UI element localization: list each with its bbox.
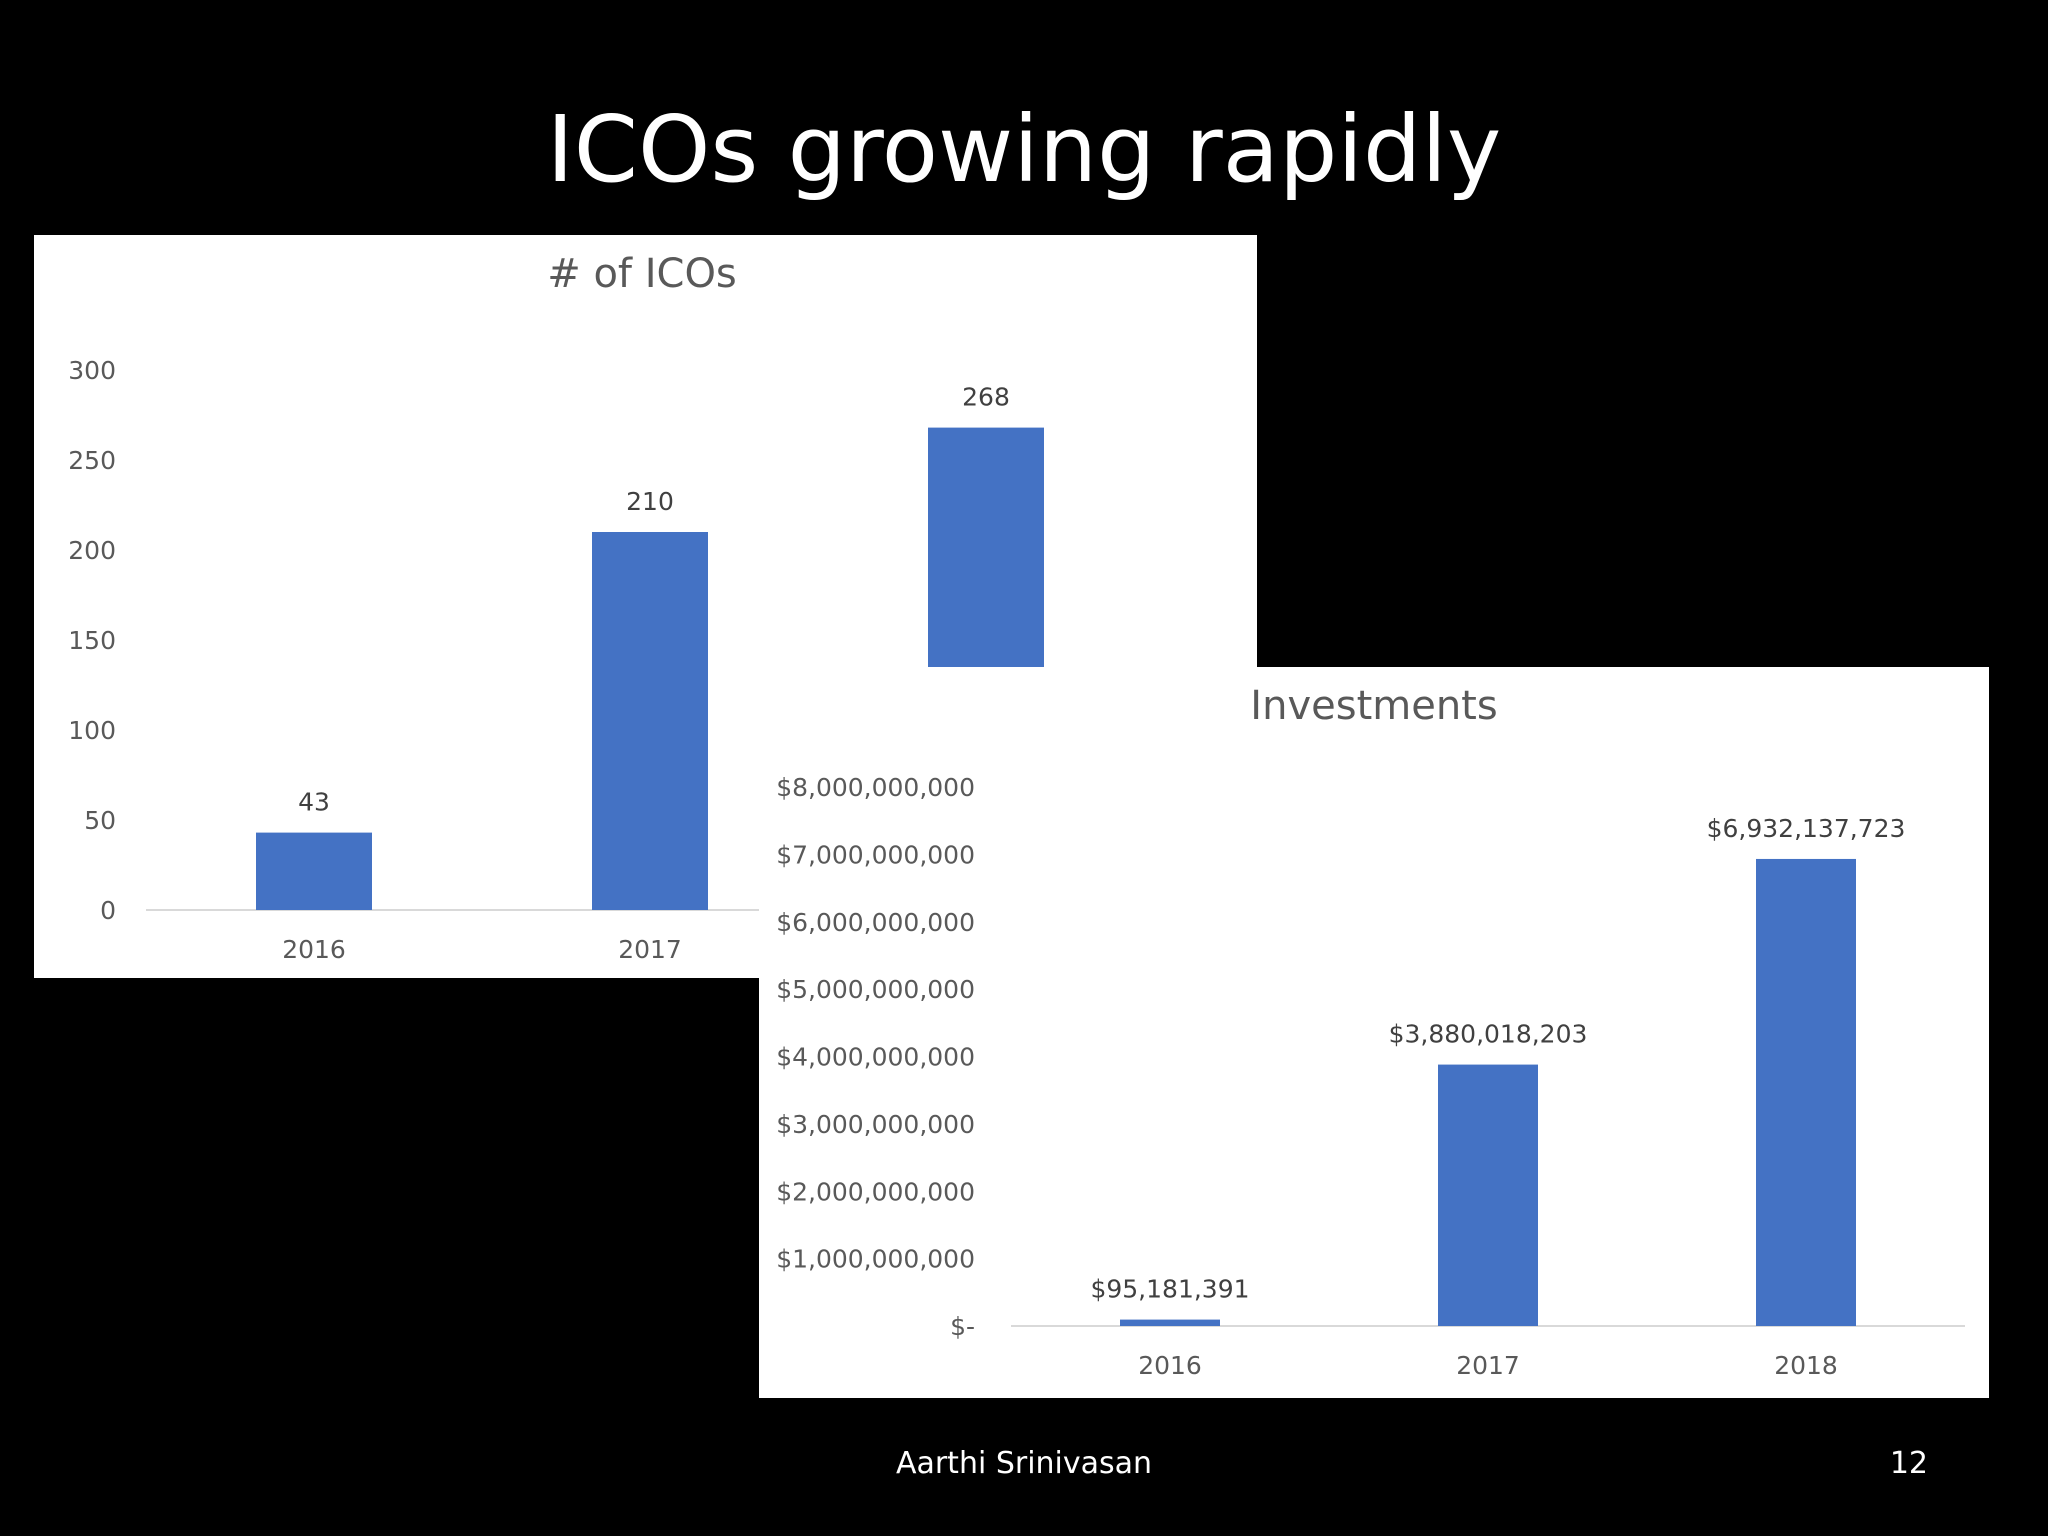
data-label-2016: 43: [298, 788, 330, 817]
data-label-2018: $6,932,137,723: [1707, 814, 1906, 843]
x-tick-label-2017: 2017: [618, 935, 682, 964]
bar-2016: [1120, 1319, 1220, 1326]
bar-2017: [592, 532, 708, 910]
data-label-2018: 268: [962, 383, 1010, 412]
y-tick-label: $-: [950, 1312, 975, 1341]
data-label-2016: $95,181,391: [1090, 1275, 1249, 1304]
investments-chart: Investments $- $1,000,000,000 $2,000,000,00…: [776, 683, 1965, 1380]
investments-chart-panel: Investments $- $1,000,000,000 $2,000,000,00…: [759, 667, 1989, 1398]
y-tick-label: $6,000,000,000: [776, 908, 975, 937]
y-tick-label: 300: [68, 356, 116, 385]
x-tick-label-2018: 2018: [1774, 1351, 1838, 1380]
x-tick-label-2016: 2016: [1138, 1351, 1202, 1380]
y-tick-label: $4,000,000,000: [776, 1043, 975, 1072]
y-tick-label: 100: [68, 716, 116, 745]
bar-2016: [256, 832, 372, 910]
y-tick-label: $8,000,000,000: [776, 773, 975, 802]
y-tick-label: 250: [68, 446, 116, 475]
data-label-2017: 210: [626, 487, 674, 516]
y-tick-label: 200: [68, 536, 116, 565]
ico-count-chart-panel: # of ICOs 0 50 100 150 200 250 300 43 2016 210 2017…: [34, 235, 1257, 978]
y-tick-label: $1,000,000,000: [776, 1245, 975, 1274]
bar-2017: [1438, 1064, 1538, 1326]
y-tick-label: $3,000,000,000: [776, 1110, 975, 1139]
y-tick-label: $7,000,000,000: [776, 840, 975, 869]
y-tick-label: $5,000,000,000: [776, 975, 975, 1004]
y-tick-label: 0: [100, 896, 116, 925]
author-name: Aarthi Srinivasan: [895, 1446, 1153, 1481]
chart-title: Investments: [1250, 683, 1497, 729]
chart-title: # of ICOs: [547, 251, 737, 297]
x-tick-label-2016: 2016: [282, 935, 346, 964]
page-number: 12: [1889, 1446, 1928, 1481]
bar-2018: [1756, 858, 1856, 1326]
data-label-2017: $3,880,018,203: [1389, 1020, 1588, 1049]
slide-title: ICOs growing rapidly: [546, 96, 1502, 203]
x-tick-label-2017: 2017: [1456, 1351, 1520, 1380]
y-tick-label: 150: [68, 626, 116, 655]
y-tick-label: 50: [84, 806, 116, 835]
y-tick-label: $2,000,000,000: [776, 1177, 975, 1206]
